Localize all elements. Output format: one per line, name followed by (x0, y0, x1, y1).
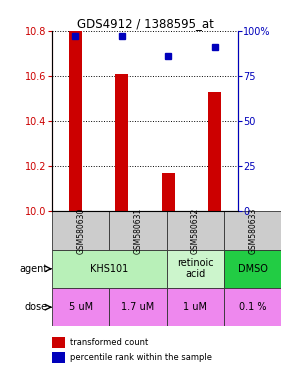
Bar (110, 288, 167, 326)
Bar (167, 211, 224, 250)
Bar (167, 288, 224, 326)
Bar (167, 250, 224, 288)
Text: GSM580631: GSM580631 (134, 207, 143, 253)
Text: 0.1 %: 0.1 % (239, 302, 267, 312)
Text: KHS101: KHS101 (90, 264, 128, 274)
Bar (208, 92, 221, 211)
Text: agent: agent (19, 264, 48, 274)
Text: GSM580630: GSM580630 (76, 207, 85, 253)
Bar (224, 211, 281, 250)
Title: GDS4912 / 1388595_at: GDS4912 / 1388595_at (77, 17, 213, 30)
Text: retinoic
acid: retinoic acid (177, 258, 214, 279)
Bar (69, 31, 82, 211)
Text: DMSO: DMSO (238, 264, 268, 274)
Text: dose: dose (24, 302, 48, 312)
Text: GSM580633: GSM580633 (248, 207, 257, 253)
Bar (52, 211, 110, 250)
Text: transformed count: transformed count (70, 338, 148, 347)
Bar (115, 74, 128, 211)
Bar (52, 288, 110, 326)
Text: 5 uM: 5 uM (69, 302, 93, 312)
Text: percentile rank within the sample: percentile rank within the sample (70, 353, 212, 362)
Bar (224, 288, 281, 326)
Text: GSM580632: GSM580632 (191, 207, 200, 253)
Text: 1 uM: 1 uM (183, 302, 207, 312)
Bar (110, 211, 167, 250)
Bar (52, 250, 167, 288)
Text: 1.7 uM: 1.7 uM (122, 302, 155, 312)
Bar (162, 173, 175, 211)
Bar (224, 250, 281, 288)
